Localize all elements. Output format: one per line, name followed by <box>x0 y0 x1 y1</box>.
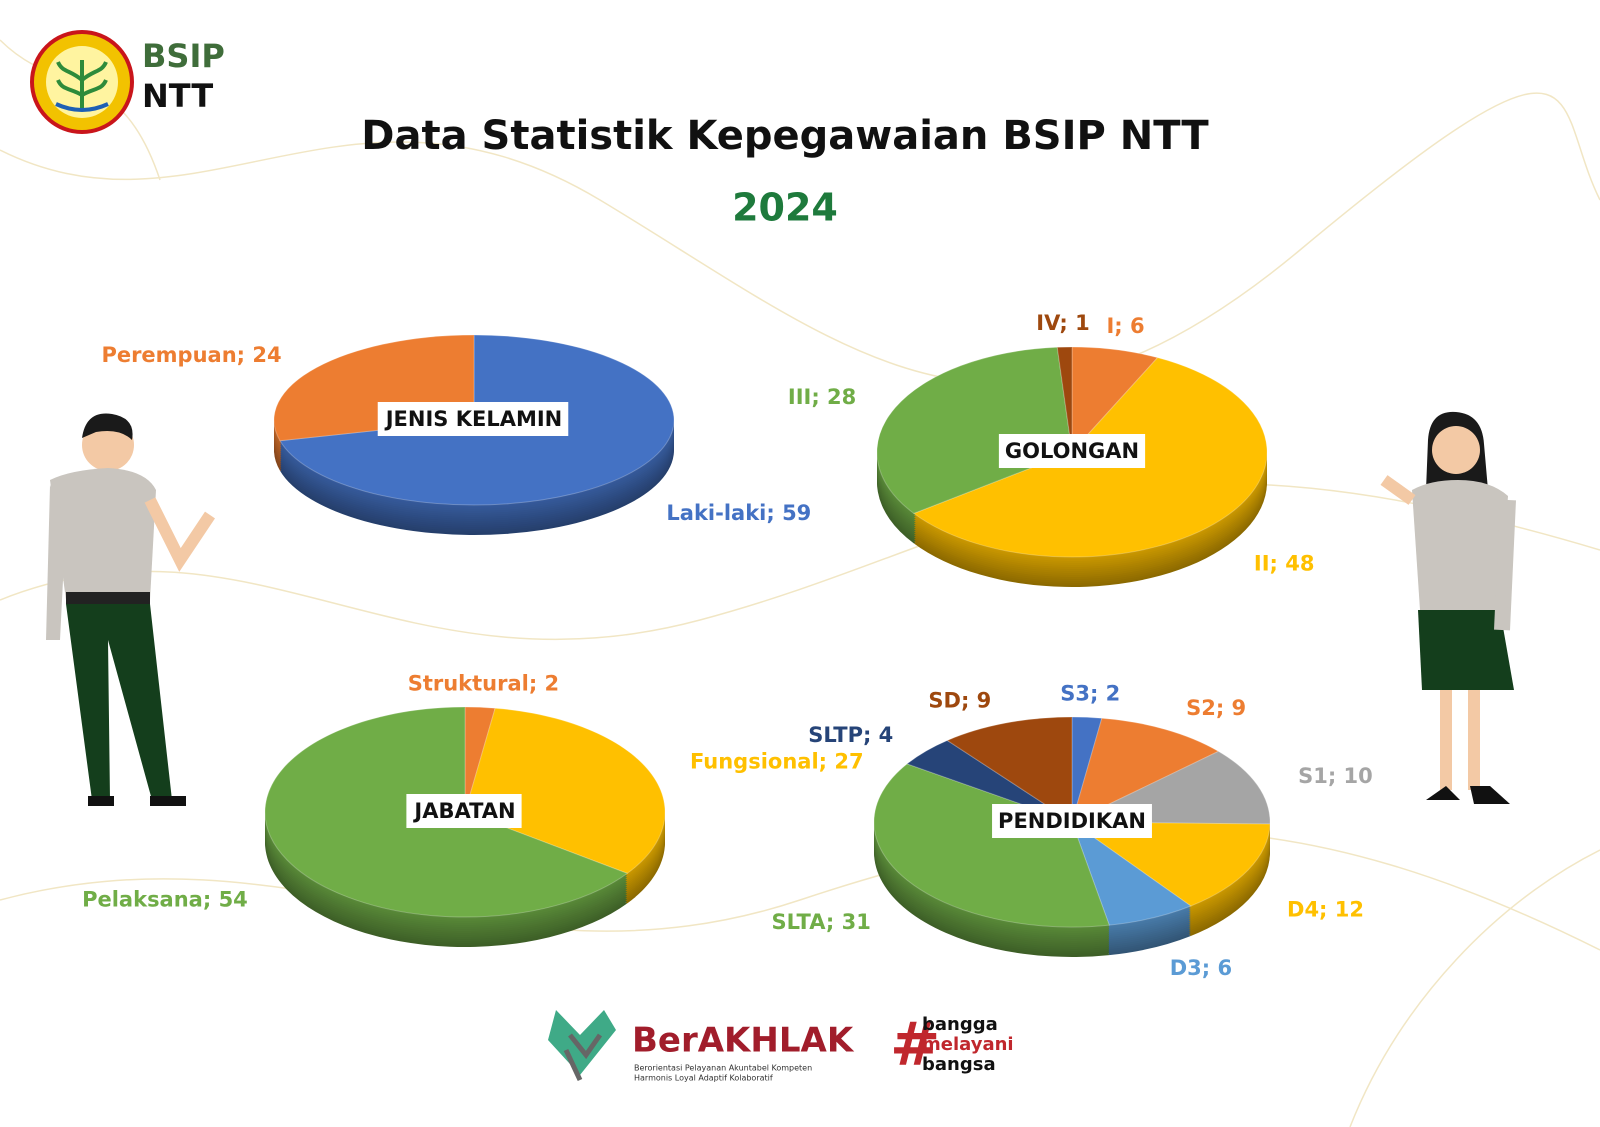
slice: I <box>1071 346 1159 454</box>
year: 2024 <box>732 186 838 230</box>
slogan: bangsa <box>922 1054 996 1075</box>
data-label: Laki-laki; 59 <box>666 501 811 525</box>
slice: Fungsional <box>464 707 666 874</box>
logo: BSIP NTT <box>30 30 225 134</box>
pie-title-box <box>998 434 1146 468</box>
pie-title-box <box>406 794 522 828</box>
title: Data Statistik Kepegawaian BSIP NTT <box>361 113 1209 159</box>
logo-text: NTT <box>142 77 213 115</box>
data-label: I; 6 <box>1106 314 1144 338</box>
slice: S3 <box>1071 716 1103 823</box>
slogan: bangga <box>922 1014 998 1035</box>
logo-text: BSIP <box>142 37 225 75</box>
pie-title: JENIS KELAMIN <box>384 407 563 431</box>
slogan: melayani <box>922 1034 1014 1055</box>
tagline: Harmonis Loyal Adaptif Kolaboratif <box>634 1074 773 1083</box>
slice: Struktural <box>464 706 496 813</box>
data-label: IV; 1 <box>1036 311 1089 335</box>
data-label: Fungsional; 27 <box>690 749 864 773</box>
slice: SD <box>946 716 1073 823</box>
pie: Laki-lakiPerempuan <box>273 334 675 535</box>
data-label: S1; 10 <box>1298 764 1373 788</box>
data-label: Pelaksana; 54 <box>82 887 248 911</box>
data-label: SD; 9 <box>928 688 991 712</box>
slice: S2 <box>1071 717 1220 823</box>
slice: D3 <box>1070 820 1192 926</box>
slice: D4 <box>1070 821 1271 907</box>
data-label: Struktural; 2 <box>408 671 559 695</box>
male-figure <box>46 413 215 806</box>
pie-title-box <box>377 402 569 436</box>
data-label: D3; 6 <box>1170 956 1232 980</box>
data-label: II; 48 <box>1254 552 1315 576</box>
data-label: III; 28 <box>788 385 856 409</box>
brand: BerAKHLAK <box>632 1021 855 1061</box>
footer: BerAKHLAK Berorientasi Pelayanan Akuntab… <box>548 1010 1014 1083</box>
pie: IIIIIIIV <box>876 346 1268 588</box>
data-label: Perempuan; 24 <box>101 343 281 367</box>
pie-title: PENDIDIKAN <box>998 809 1146 833</box>
data-label: SLTP; 4 <box>808 723 893 747</box>
data-label: S3; 2 <box>1060 681 1120 705</box>
female-figure <box>1380 411 1516 804</box>
pie-title-box <box>992 804 1152 838</box>
slice: IV <box>1056 346 1073 453</box>
hash: # <box>890 1010 940 1080</box>
data-label: SLTA; 31 <box>772 910 871 934</box>
pie-title: GOLONGAN <box>1005 439 1139 463</box>
slice: SLTA <box>873 763 1110 928</box>
data-label: S2; 9 <box>1186 696 1246 720</box>
slice: III <box>876 346 1073 514</box>
slice: SLTP <box>906 739 1073 823</box>
pie-title: JABATAN <box>412 799 515 823</box>
data-label: D4; 12 <box>1287 897 1364 921</box>
tagline: Berorientasi Pelayanan Akuntabel Kompete… <box>634 1064 812 1073</box>
